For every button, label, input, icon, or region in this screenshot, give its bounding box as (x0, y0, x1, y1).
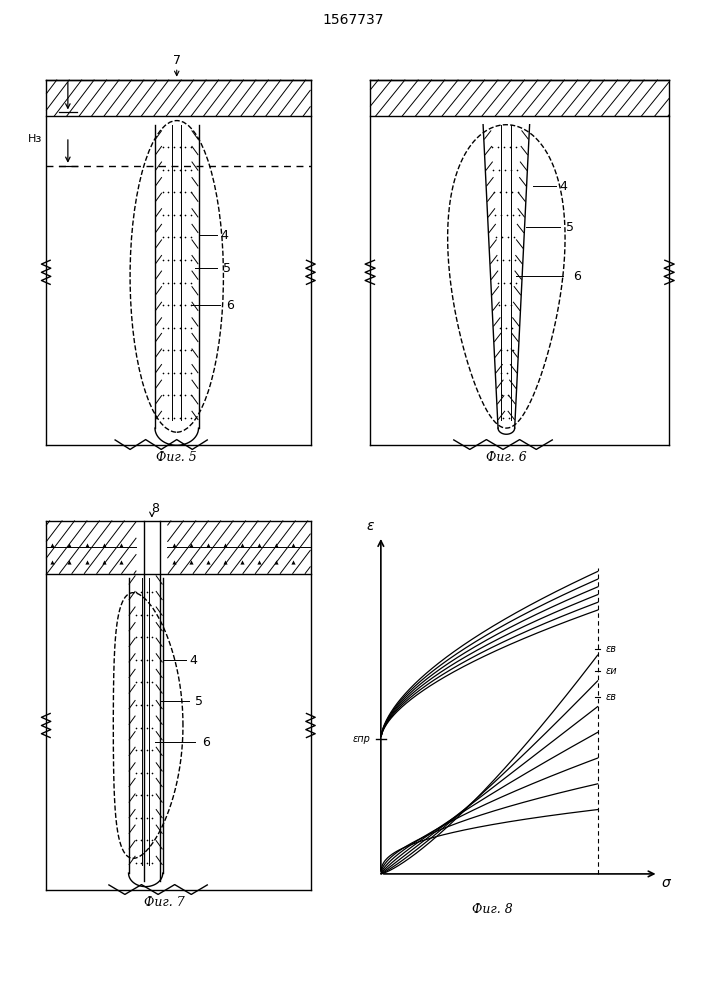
Text: εв: εв (606, 644, 617, 654)
Text: 7: 7 (173, 54, 181, 67)
Text: 5: 5 (566, 221, 574, 234)
Text: 1567737: 1567737 (323, 13, 384, 27)
Text: Hз: Hз (28, 134, 42, 144)
Text: εв: εв (606, 692, 617, 702)
Text: 5: 5 (223, 262, 231, 275)
Text: 4: 4 (189, 654, 197, 667)
Text: σ: σ (662, 876, 671, 890)
Text: 6: 6 (201, 736, 209, 749)
Text: Фиг. 5: Фиг. 5 (156, 451, 197, 464)
Text: 8: 8 (151, 502, 159, 515)
Text: εпр: εпр (352, 734, 370, 744)
Text: 4: 4 (559, 180, 568, 193)
Text: Фиг. 6: Фиг. 6 (486, 451, 527, 464)
Text: 4: 4 (221, 229, 228, 242)
Text: 5: 5 (195, 695, 204, 708)
Text: Фиг. 7: Фиг. 7 (144, 896, 185, 909)
Text: 6: 6 (573, 270, 580, 284)
Text: εи: εи (606, 666, 617, 676)
Text: Фиг. 8: Фиг. 8 (472, 903, 513, 916)
Text: 6: 6 (226, 299, 235, 312)
Text: ε: ε (366, 519, 374, 533)
